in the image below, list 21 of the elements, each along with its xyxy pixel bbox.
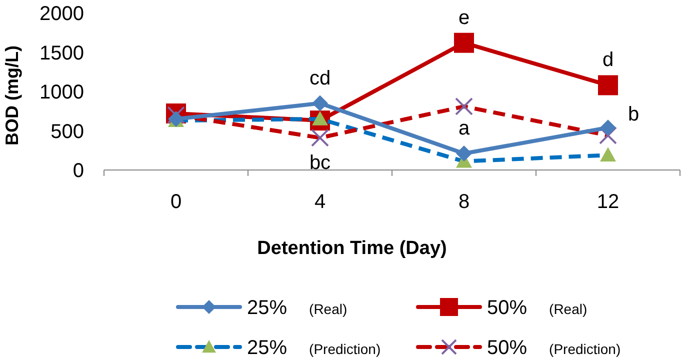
legend-label: 25% (Prediction) bbox=[247, 337, 381, 359]
y-tick-label: 1000 bbox=[40, 82, 84, 104]
x-tick-label: 4 bbox=[314, 191, 326, 213]
legend-label: 50% (Prediction) bbox=[487, 337, 621, 359]
y-tick-label: 0 bbox=[72, 160, 84, 182]
annotation: bc bbox=[309, 152, 331, 174]
y-tick-label: 2000 bbox=[40, 3, 84, 25]
x-axis-title: Detention Time (Day) bbox=[257, 238, 447, 259]
x-tick-label: 8 bbox=[458, 191, 470, 213]
legend-label: 50% (Real) bbox=[487, 297, 588, 319]
x-tick-label: 0 bbox=[170, 191, 182, 213]
legend-label: 25% (Real) bbox=[247, 297, 348, 319]
y-tick-label: 1500 bbox=[40, 42, 84, 64]
y-axis-title: BOD (mg/L) bbox=[2, 46, 22, 146]
x-tick-label: 12 bbox=[596, 191, 620, 213]
y-tick-label: 500 bbox=[50, 120, 84, 143]
annotation: e bbox=[458, 6, 470, 29]
annotation: a bbox=[458, 118, 470, 140]
annotation: cd bbox=[309, 67, 331, 90]
annotation: d bbox=[602, 49, 614, 72]
annotation: b bbox=[628, 104, 640, 126]
